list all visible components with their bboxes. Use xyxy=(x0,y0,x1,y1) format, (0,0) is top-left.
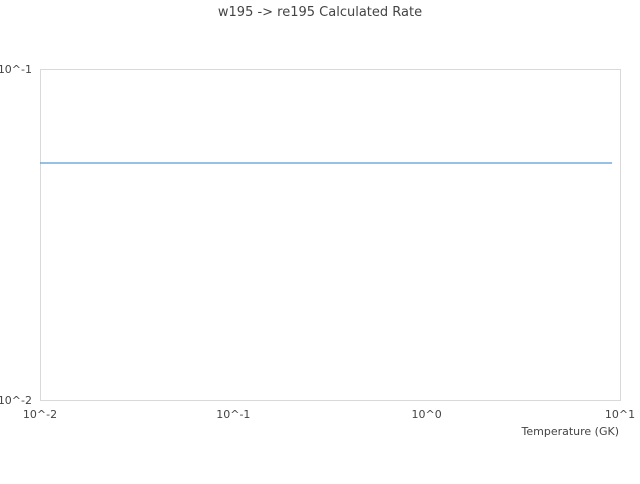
x-tick-label: 10^-1 xyxy=(216,408,250,421)
x-tick-label: 10^0 xyxy=(412,408,442,421)
y-tick-label: 10^-2 xyxy=(0,394,32,407)
y-tick-label: 10^-1 xyxy=(0,63,32,76)
x-tick-label: 10^-2 xyxy=(23,408,57,421)
x-axis-label: Temperature (GK) xyxy=(521,425,620,438)
plot-area xyxy=(40,69,621,401)
x-tick-label: 10^1 xyxy=(605,408,635,421)
chart-title: w195 -> re195 Calculated Rate xyxy=(218,5,422,20)
